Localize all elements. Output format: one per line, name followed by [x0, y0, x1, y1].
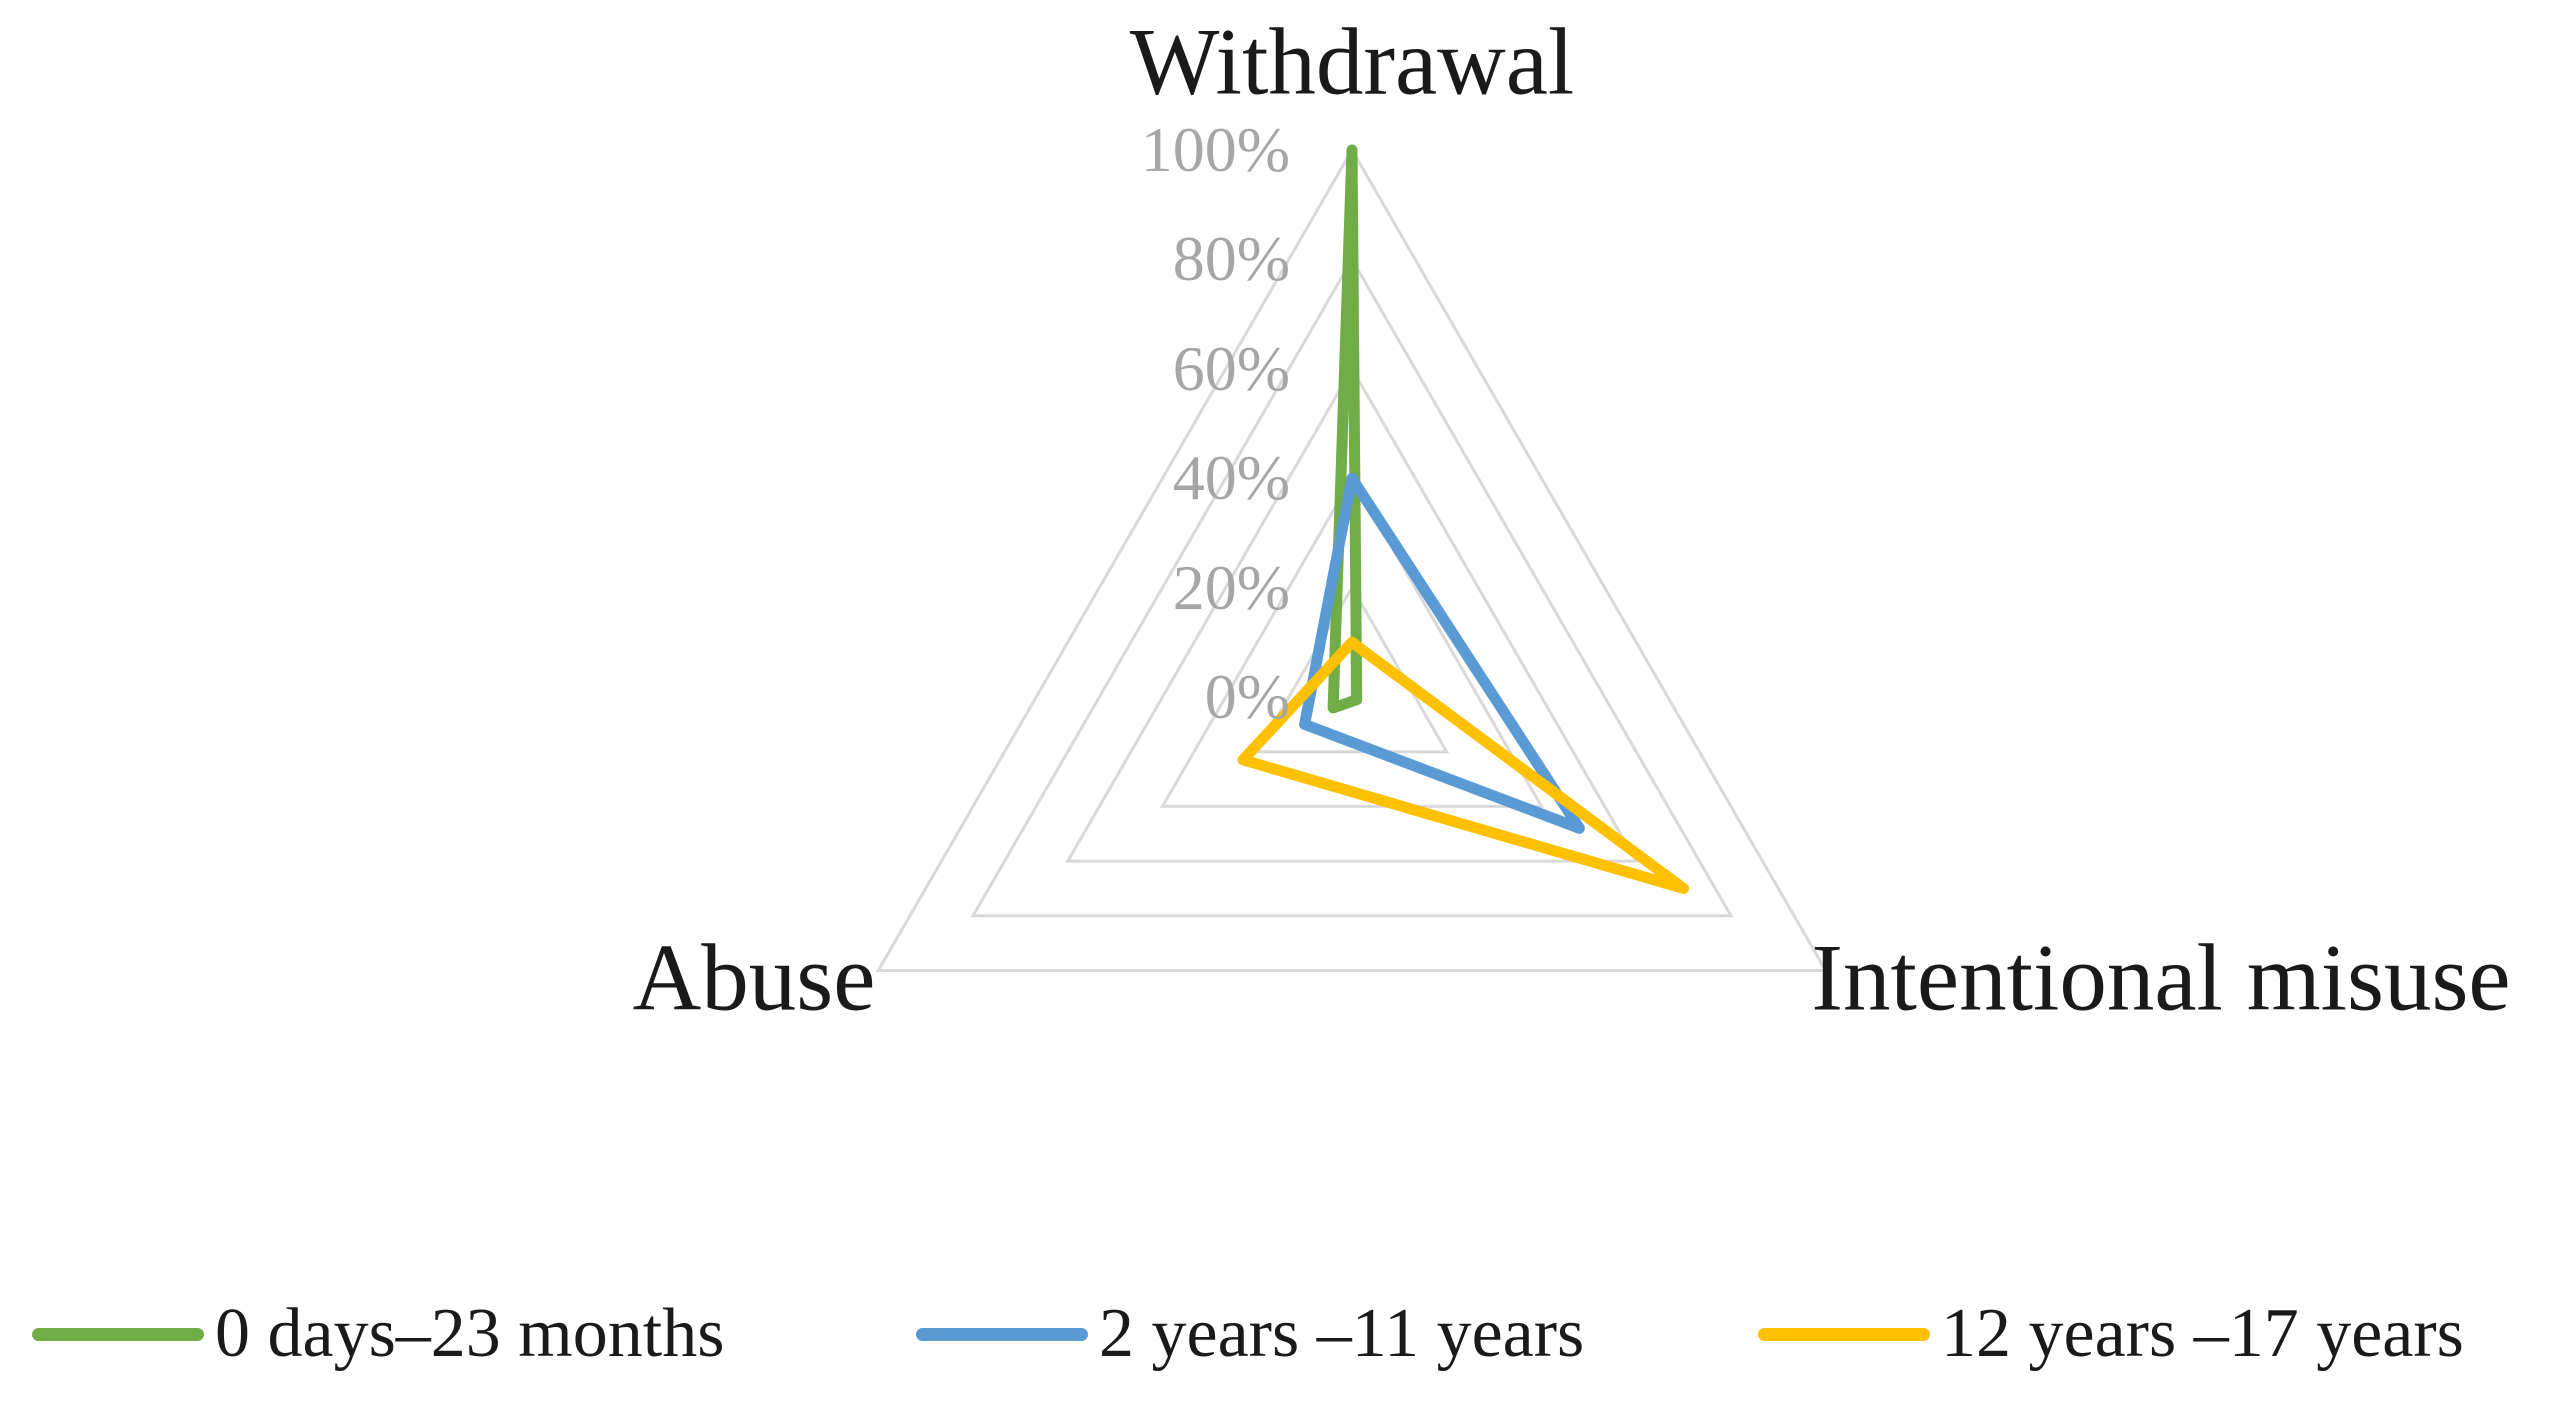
value-axis-tick-0pct: 0% — [1204, 661, 1290, 732]
category-label-withdrawal: Withdrawal — [1129, 8, 1575, 115]
legend-label: 2 years –11 years — [1099, 1295, 1585, 1372]
series-polygon-2 — [1237, 636, 1690, 894]
series-polygon-0 — [1327, 144, 1363, 714]
legend-line-swatch-green — [32, 1327, 204, 1341]
legend-item-2-years-11-years: 2 years –11 years — [916, 1299, 1584, 1369]
value-axis-tick-100pct: 100% — [1140, 114, 1290, 185]
value-axis-tick-60pct: 60% — [1172, 332, 1290, 404]
series-polygon-1 — [1299, 472, 1585, 834]
radar-series — [1237, 144, 1690, 894]
category-label-abuse: Abuse — [632, 924, 876, 1031]
value-axis-tick-40pct: 40% — [1172, 442, 1290, 514]
legend-line-swatch-yellow — [1758, 1327, 1930, 1341]
legend-item-12-years-17-years: 12 years –17 years — [1758, 1299, 2464, 1369]
legend-label: 0 days–23 months — [215, 1295, 725, 1372]
legend-line-swatch-blue — [916, 1327, 1088, 1341]
grid-ring-40 — [1159, 475, 1545, 808]
category-label-intentional-misuse: Intentional misuse — [1811, 924, 2511, 1031]
value-axis-tick-80pct: 80% — [1172, 223, 1290, 295]
grid-ring-100 — [875, 146, 1829, 972]
grid-ring-80 — [970, 256, 1734, 918]
grid-ring-20 — [1254, 584, 1450, 754]
legend-item-0-days-23-months: 0 days–23 months — [32, 1299, 724, 1369]
grid-ring-60 — [1065, 365, 1639, 863]
value-axis-tick-20pct: 20% — [1172, 551, 1290, 623]
legend-label: 12 years –17 years — [1941, 1295, 2464, 1372]
